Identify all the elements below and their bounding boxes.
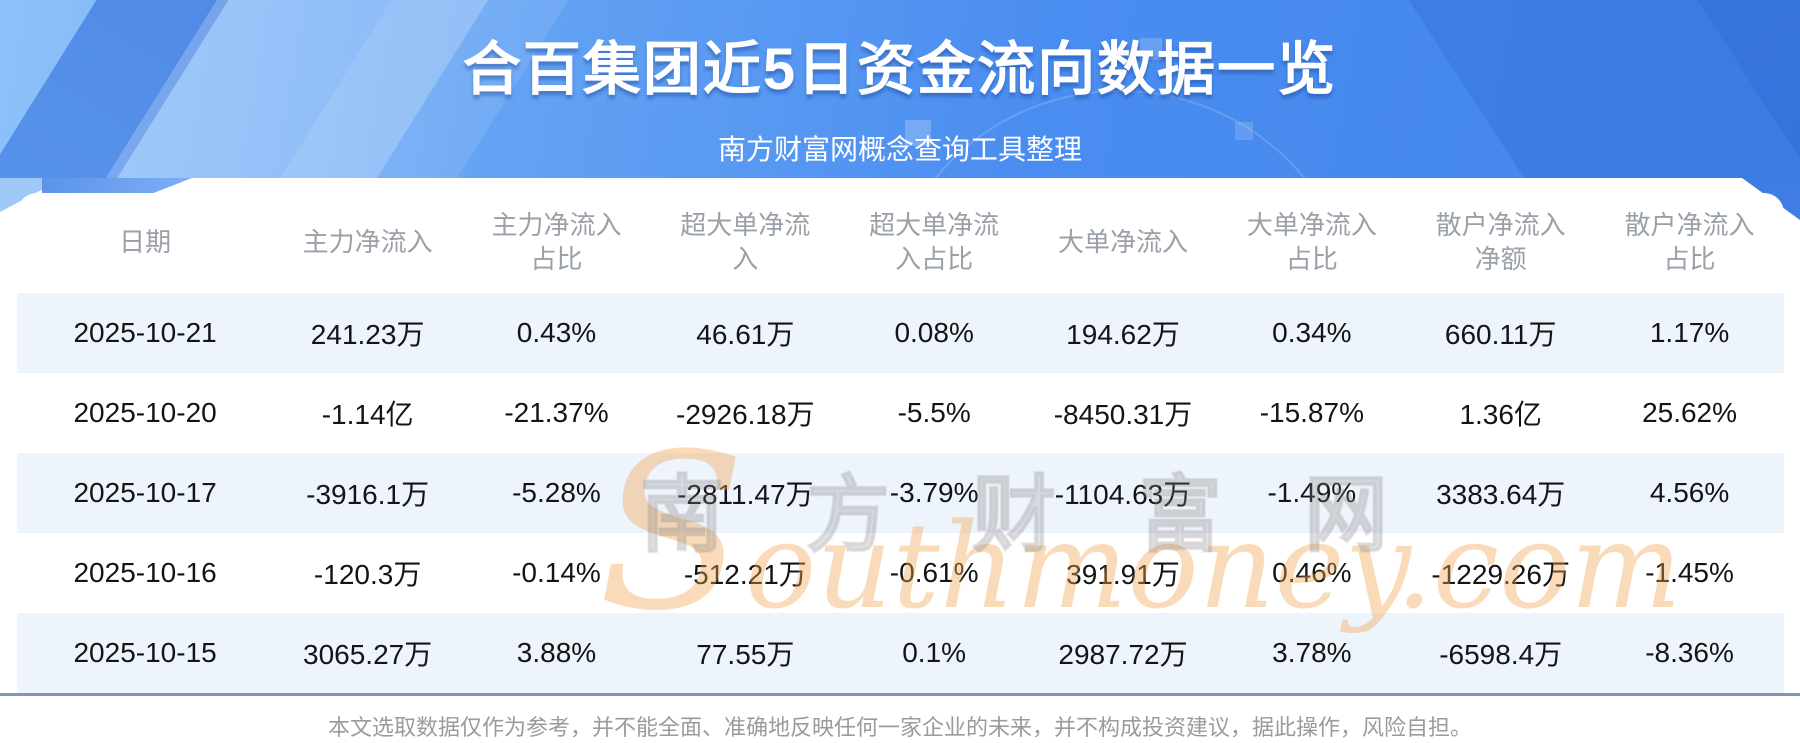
cell-date: 2025-10-15 — [73, 637, 217, 668]
cell-value: 391.91万 — [1066, 559, 1180, 590]
cell-value: -0.14% — [512, 557, 601, 588]
cell-value: 194.62万 — [1066, 319, 1180, 350]
cell-value: -1.45% — [1645, 557, 1734, 588]
cell-value: 46.61万 — [696, 319, 795, 350]
cell-value: -8.36% — [1645, 637, 1734, 668]
cell-value: -120.3万 — [313, 559, 422, 590]
page-subtitle: 南方财富网概念查询工具整理 — [717, 134, 1082, 165]
cell-value: 3.78% — [1272, 637, 1352, 668]
hero-background — [0, 0, 1800, 178]
cell-date: 2025-10-20 — [73, 397, 217, 428]
col-header-date: 日期 — [119, 227, 172, 258]
cell-value: -3916.1万 — [306, 479, 430, 510]
cell-value: 241.23万 — [310, 319, 425, 350]
disclaimer-text: 本文选取数据仅作为参考，并不能全面、准确地反映任何一家企业的未来，并不构成投资建… — [327, 715, 1472, 740]
table-header-row: 日期 主力净流入 主力净流入占比 超大单净流入 超大单净流入占比 大单净流入 大… — [17, 193, 1784, 293]
table-row: 2025-10-21 241.23万 0.43% 46.61万 0.08% 19… — [17, 293, 1784, 373]
fund-flow-table: 日期 主力净流入 主力净流入占比 超大单净流入 超大单净流入占比 大单净流入 大… — [17, 193, 1784, 693]
dark-region-right-shape — [1273, 0, 1800, 178]
light-band-shape — [161, 0, 649, 178]
square-decor-3 — [1235, 122, 1253, 140]
cell-value: -5.5% — [897, 397, 971, 428]
page-title: 合百集团近5日资金流向数据一览 — [462, 37, 1338, 102]
cell-value: -8450.31万 — [1053, 399, 1193, 430]
col-header-main-net-ratio: 主力净流入占比 — [491, 210, 622, 274]
table-row: 2025-10-17 -3916.1万 -5.28% -2811.47万 -3.… — [17, 453, 1784, 533]
cell-date: 2025-10-21 — [73, 317, 217, 348]
footer-divider — [0, 693, 1800, 696]
cell-value: 77.55万 — [696, 639, 795, 670]
cell-value: -1.14亿 — [321, 399, 414, 430]
cell-value: -0.61% — [889, 557, 979, 588]
cell-value: -512.21万 — [683, 559, 807, 590]
cell-value: -1104.63万 — [1054, 479, 1192, 510]
cell-value: -15.87% — [1259, 397, 1364, 428]
cell-value: -6598.4万 — [1439, 639, 1563, 670]
cell-value: 3383.64万 — [1436, 479, 1566, 510]
data-table-card: 日期 主力净流入 主力净流入占比 超大单净流入 超大单净流入占比 大单净流入 大… — [17, 193, 1784, 693]
cell-value: -5.28% — [512, 477, 601, 508]
cell-value: 25.62% — [1642, 397, 1738, 428]
col-header-xl-order-net: 超大单净流入 — [680, 210, 811, 274]
cell-value: 3.88% — [516, 637, 597, 668]
table-row: 2025-10-15 3065.27万 3.88% 77.55万 0.1% 29… — [17, 613, 1784, 693]
cell-value: -2811.47万 — [677, 479, 814, 510]
cell-value: -1.49% — [1267, 477, 1357, 508]
cell-value: 1.36亿 — [1459, 399, 1542, 430]
cell-value: 660.11万 — [1444, 319, 1557, 350]
light-cube-face-shape — [0, 0, 543, 178]
col-header-large-order-net: 大单净流入 — [1057, 227, 1188, 258]
cell-value: 0.1% — [902, 637, 967, 668]
diagonal-beam-right-shape — [1558, 0, 1800, 178]
cell-value: 2987.72万 — [1058, 639, 1188, 670]
col-header-xl-order-ratio: 超大单净流入占比 — [869, 210, 1000, 274]
cell-value: 4.56% — [1649, 477, 1730, 508]
cell-value: 0.46% — [1272, 557, 1352, 588]
col-header-large-order-ratio: 大单净流入占比 — [1246, 210, 1377, 274]
square-decor-1 — [905, 120, 931, 146]
col-header-retail-net-ratio: 散户净流入占比 — [1624, 210, 1755, 274]
arc-outline-shape — [880, 90, 1360, 178]
cell-value: 1.17% — [1649, 317, 1730, 348]
cell-value: 0.08% — [894, 317, 974, 348]
square-decor-2 — [1140, 38, 1162, 60]
cell-value: 0.34% — [1272, 317, 1352, 348]
cell-value: -1229.26万 — [1431, 559, 1570, 590]
diagonal-beam-left-shape — [0, 0, 360, 178]
cell-value: -3.79% — [889, 477, 979, 508]
table-row: 2025-10-16 -120.3万 -0.14% -512.21万 -0.61… — [17, 533, 1784, 613]
cell-value: 3065.27万 — [303, 639, 433, 670]
cell-value: -21.37% — [504, 397, 609, 428]
cell-date: 2025-10-16 — [73, 557, 217, 588]
col-header-retail-net-amount: 散户净流入净额 — [1435, 210, 1566, 274]
cell-value: -2926.18万 — [676, 399, 815, 430]
table-row: 2025-10-20 -1.14亿 -21.37% -2926.18万 -5.5… — [17, 373, 1784, 453]
cell-value: 0.43% — [516, 317, 597, 348]
cell-date: 2025-10-17 — [73, 477, 217, 508]
col-header-main-net-inflow: 主力净流入 — [302, 227, 433, 258]
